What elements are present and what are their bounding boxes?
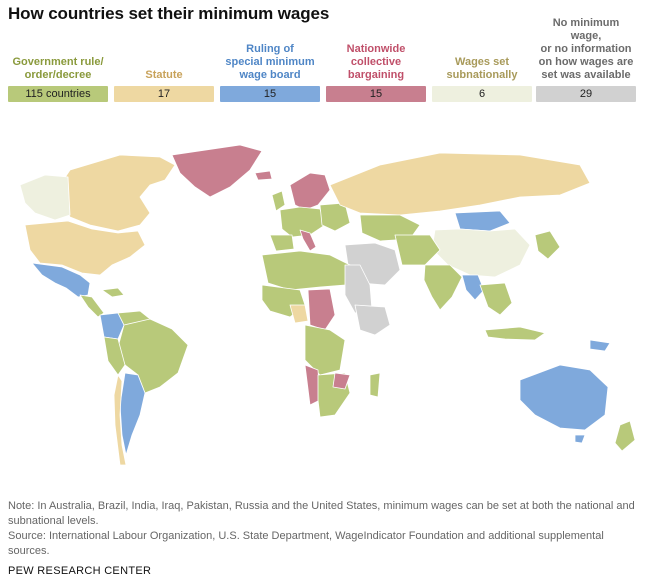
- legend: Government rule/order/decree 115 countri…: [8, 17, 648, 102]
- legend-swatch-none: 29: [536, 86, 636, 102]
- region-india: [423, 264, 463, 311]
- region-china: [431, 228, 531, 278]
- region-uk: [271, 190, 286, 212]
- source-text: Source: International Labour Organizatio…: [8, 530, 604, 557]
- legend-label-statute: Statute: [145, 69, 183, 81]
- region-iran-central: [394, 234, 441, 266]
- region-madagascar: [369, 372, 381, 398]
- legend-label-none: No minimum wage, or no information on how …: [538, 17, 634, 81]
- legend-label-subnational: Wages set subnationally: [446, 56, 518, 81]
- region-tasmania: [574, 434, 586, 444]
- region-southeast-asia: [479, 282, 513, 316]
- region-colombia: [99, 312, 125, 340]
- region-horn-africa: [354, 304, 391, 336]
- region-central-america: [79, 294, 105, 318]
- region-chile: [113, 374, 127, 466]
- note: Note: In Australia, Brazil, India, Iraq,…: [8, 499, 644, 559]
- region-iberia: [269, 234, 295, 252]
- region-alaska: [19, 174, 71, 221]
- legend-swatch-government: 115 countries: [8, 86, 108, 102]
- region-peru: [103, 336, 126, 376]
- legend-item-none: No minimum wage, or no information on how …: [536, 17, 636, 102]
- region-nigeria: [289, 304, 309, 324]
- region-new-zealand: [614, 420, 636, 452]
- region-korea-japan: [534, 230, 561, 260]
- footer: PEW RESEARCH CENTER: [8, 565, 152, 577]
- legend-swatch-board: 15: [220, 86, 320, 102]
- legend-swatch-subnational: 6: [432, 86, 532, 102]
- region-chad-car: [307, 288, 336, 331]
- region-canada: [59, 154, 176, 232]
- region-iceland: [254, 170, 273, 181]
- legend-swatch-bargaining: 15: [326, 86, 426, 102]
- chart-title: How countries set their minimum wages: [8, 4, 330, 23]
- region-central-africa: [304, 324, 346, 376]
- legend-swatch-statute: 17: [114, 86, 214, 102]
- legend-item-board: Ruling of special minimum wage board 15: [220, 38, 320, 102]
- region-usa: [24, 220, 146, 276]
- region-russia: [329, 152, 591, 216]
- region-scandinavia: [289, 172, 331, 211]
- region-argentina: [119, 372, 146, 456]
- region-caribbean: [101, 287, 125, 298]
- region-italy: [299, 229, 317, 252]
- note-text: Note: In Australia, Brazil, India, Iraq,…: [8, 500, 635, 527]
- region-mongolia: [454, 210, 511, 232]
- region-indonesia: [484, 326, 546, 341]
- legend-item-subnational: Wages set subnationally 6: [432, 38, 532, 102]
- legend-label-bargaining: Nationwide collective bargaining: [346, 43, 406, 81]
- world-map: [19, 144, 636, 466]
- region-zimbabwe: [332, 372, 351, 390]
- legend-label-board: Ruling of special minimum wage board: [225, 43, 315, 81]
- legend-label-government: Government rule/order/decree: [12, 56, 104, 81]
- region-australia: [519, 364, 609, 431]
- legend-item-statute: Statute 17: [114, 38, 214, 102]
- legend-item-bargaining: Nationwide collective bargaining 15: [326, 38, 426, 102]
- region-greenland: [171, 144, 263, 198]
- legend-item-government: Government rule/order/decree 115 countri…: [8, 38, 108, 102]
- region-north-africa: [261, 250, 351, 291]
- region-papua: [589, 339, 611, 352]
- region-bangladesh-burma: [461, 274, 485, 301]
- region-western-europe: [279, 206, 326, 238]
